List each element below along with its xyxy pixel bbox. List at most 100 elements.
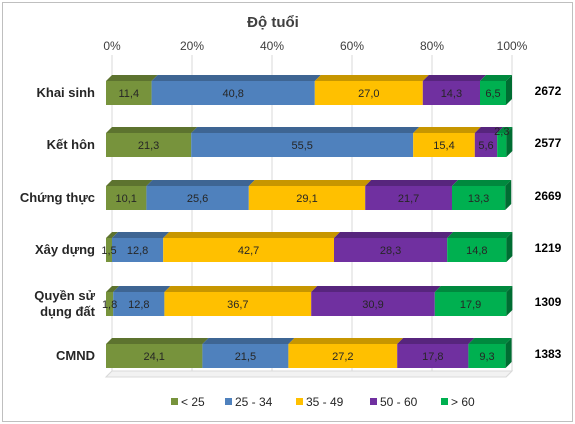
legend-swatch: [370, 398, 377, 405]
data-label: 13,3: [468, 193, 489, 205]
data-label: 10,1: [115, 193, 136, 205]
bar-segment: [447, 232, 513, 262]
data-label: 9,3: [479, 351, 494, 363]
data-labels: 11,4 40,8 27,0 14,3 6,5 21,3 55,5 15,4 5,62,3 10,…: [101, 88, 509, 363]
data-label: 11,4: [119, 88, 140, 100]
row-total: 2577: [535, 136, 562, 150]
bar-segment: [106, 338, 209, 368]
data-label: 5,6: [478, 140, 493, 152]
legend-label: < 25: [181, 395, 205, 409]
row-total: 2672: [535, 84, 562, 98]
data-label: 36,7: [227, 299, 248, 311]
legend-label: 50 - 60: [380, 395, 418, 409]
legend-label: > 60: [451, 395, 475, 409]
bar-segment: [202, 338, 295, 368]
data-label: 28,3: [380, 245, 401, 257]
x-tick-label: 60%: [340, 39, 364, 53]
bar-segment: [146, 180, 255, 210]
bar-segment: [288, 338, 404, 368]
data-label: 27,0: [358, 88, 379, 100]
row-total: 1383: [535, 347, 562, 361]
legend-swatch: [171, 398, 178, 405]
bar-segment: [113, 286, 171, 316]
bar-segment: [422, 75, 486, 105]
data-label: 42,7: [238, 245, 259, 257]
x-tick-label: 40%: [260, 39, 284, 53]
legend: < 25 25 - 34 35 - 49 50 - 60 > 60: [171, 395, 475, 409]
data-label: 27,2: [332, 351, 353, 363]
x-tick-label: 20%: [180, 39, 204, 53]
bar-segment: [397, 338, 475, 368]
bar-segment: [163, 232, 340, 262]
legend-item: 50 - 60: [370, 395, 418, 409]
bar-segment: [191, 127, 420, 157]
bar-segment: [434, 286, 513, 316]
bar-segment: [314, 75, 429, 105]
data-label: 1,8: [102, 299, 117, 311]
bar-segment: [452, 180, 512, 210]
x-tick-label: 0%: [103, 39, 121, 53]
row-total: 2669: [535, 189, 562, 203]
data-label: 12,8: [127, 245, 148, 257]
data-label: 6,5: [485, 88, 500, 100]
bar-segment: [468, 338, 512, 368]
bars: [106, 75, 513, 368]
bar-segment: [248, 180, 372, 210]
category-label: CMND: [56, 348, 95, 363]
bar-segment: [106, 127, 198, 157]
data-label: 17,9: [460, 299, 481, 311]
row-totals: 2672 2577 2669 1219 1309 1383: [535, 84, 562, 361]
legend-swatch: [441, 398, 448, 405]
legend-item: 35 - 49: [296, 395, 344, 409]
data-label: 30,9: [362, 299, 383, 311]
bar-segment: [164, 286, 318, 316]
bar-segment: [474, 127, 504, 157]
legend-label: 25 - 34: [235, 395, 273, 409]
legend-item: > 60: [441, 395, 475, 409]
bar-segment: [497, 127, 513, 157]
chart-title: Độ tuổi: [247, 14, 299, 31]
data-label: 21,5: [235, 351, 256, 363]
stacked-bar-chart: Độ tuổi 0% 20% 40% 60% 80% 100% Khai sinh Kết …: [20, 14, 562, 409]
bar-segment: [106, 75, 158, 105]
row-total: 1219: [535, 241, 562, 255]
data-label: 1,5: [101, 245, 116, 257]
bar-segment: [413, 127, 481, 157]
data-label: 40,8: [222, 88, 243, 100]
bar-segment: [106, 232, 118, 262]
data-label: 14,8: [466, 245, 487, 257]
y-axis-categories: Khai sinh Kết hôn Chứng thực Xây dựng Quyền …: [20, 85, 96, 363]
legend-swatch: [296, 398, 303, 405]
bar-segment: [151, 75, 321, 105]
data-label: 21,7: [398, 193, 419, 205]
legend-item: 25 - 34: [225, 395, 273, 409]
x-tick-label: 100%: [497, 39, 528, 53]
chart-floor: [104, 370, 514, 378]
data-label: 12,8: [128, 299, 149, 311]
row-total: 1309: [535, 295, 562, 309]
category-label: Xây dựng: [35, 242, 95, 257]
category-label: Chứng thực: [20, 190, 95, 205]
x-axis-ticks: 0% 20% 40% 60% 80% 100%: [103, 39, 527, 53]
category-label: Kết hôn: [47, 137, 95, 152]
data-label: 14,3: [441, 88, 462, 100]
data-label: 55,5: [291, 140, 312, 152]
data-label: 17,8: [422, 351, 443, 363]
data-label: 24,1: [143, 351, 164, 363]
floor-plane: [104, 370, 514, 378]
bar-segment: [106, 286, 120, 316]
bar-segment: [112, 232, 170, 262]
bar-segment: [365, 180, 458, 210]
legend-label: 35 - 49: [306, 395, 344, 409]
legend-swatch: [225, 398, 232, 405]
category-label: Quyền sử dụng đất: [34, 288, 95, 319]
data-label: 29,1: [296, 193, 317, 205]
bar-segment: [334, 232, 454, 262]
data-label: 21,3: [138, 140, 159, 152]
x-tick-label: 80%: [420, 39, 444, 53]
category-label: Khai sinh: [36, 85, 95, 100]
bar-segment: [311, 286, 441, 316]
data-label: 15,4: [433, 140, 454, 152]
bar-segment: [480, 75, 512, 105]
